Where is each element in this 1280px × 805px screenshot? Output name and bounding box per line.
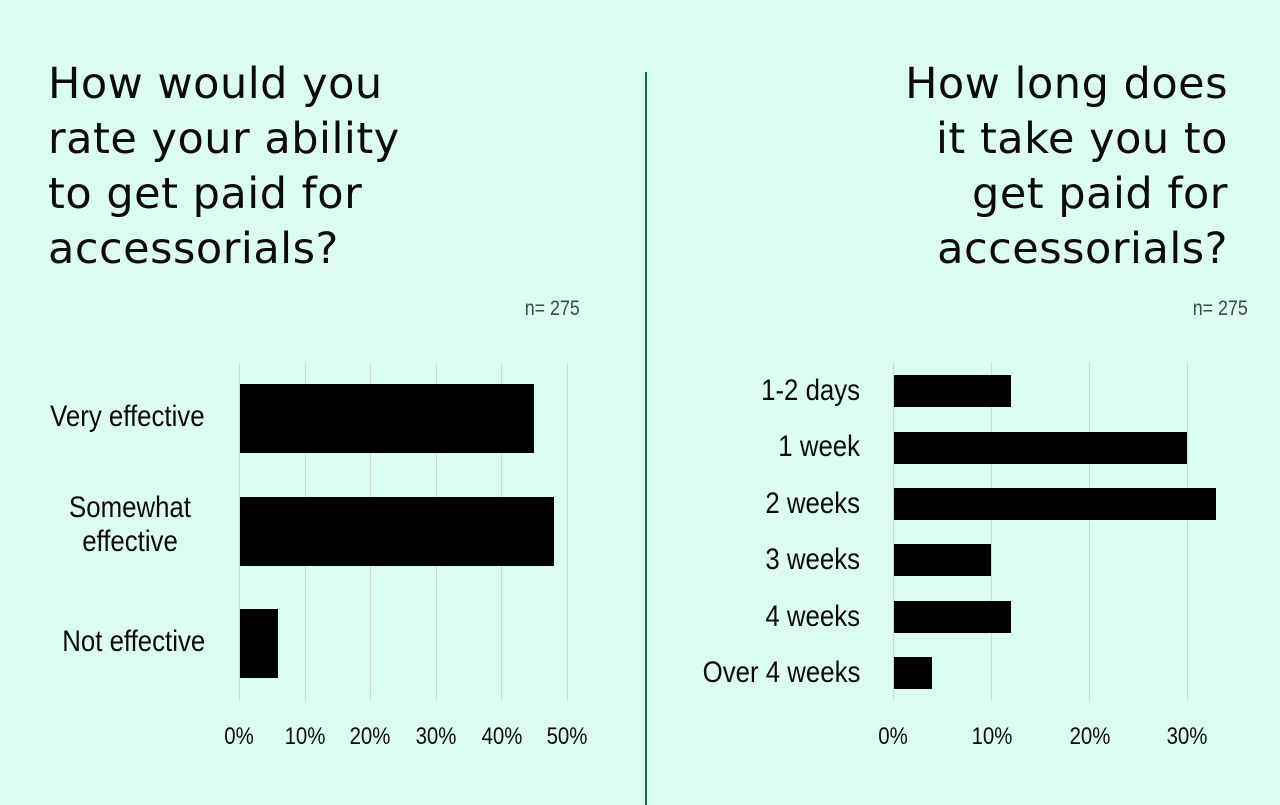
gridline	[991, 362, 992, 701]
right-title-line: it take you to	[935, 114, 1228, 164]
bar	[894, 488, 1217, 520]
right-category-label: 1-2 days	[761, 374, 860, 407]
left-tick-label: 20%	[349, 723, 391, 750]
gridline	[1187, 362, 1188, 701]
right-tick-label: 20%	[1069, 723, 1111, 750]
right-category-label: Over 4 weeks	[702, 656, 860, 689]
gridline	[567, 363, 568, 701]
left-sample-size: n= 275	[524, 297, 580, 320]
right-category-label: 3 weeks	[765, 543, 860, 576]
bar	[894, 544, 991, 576]
right-tick-label: 0%	[878, 723, 908, 750]
bar	[894, 375, 1011, 407]
left-category-label: Very effective	[50, 400, 205, 433]
left-tick-label: 30%	[415, 723, 457, 750]
left-category-label: Not effective	[62, 625, 205, 658]
left-category-label: Somewhat effective	[53, 491, 208, 559]
left-category-label-line: Somewhat	[69, 491, 191, 524]
right-category-label: 1 week	[778, 430, 860, 463]
right-title-line: get paid for	[972, 169, 1228, 219]
gridline	[1089, 362, 1090, 701]
right-category-label: 2 weeks	[765, 487, 860, 520]
left-title-line: How would you	[48, 59, 383, 109]
bar	[240, 384, 535, 453]
right-title-line: How long does	[905, 59, 1228, 109]
right-category-label: 4 weeks	[765, 600, 860, 633]
bar	[894, 657, 933, 689]
left-tick-label: 0%	[224, 723, 254, 750]
gridline	[893, 362, 894, 701]
left-title-line: to get paid for	[48, 169, 363, 219]
left-chart-title: How would you rate your ability to get p…	[48, 57, 400, 277]
bar	[240, 497, 554, 566]
left-title-line: accessorials?	[48, 224, 339, 274]
right-tick-label: 30%	[1166, 723, 1208, 750]
bar	[894, 601, 1011, 633]
panel-divider	[645, 72, 647, 805]
right-chart-title: How long does it take you to get paid fo…	[905, 57, 1228, 277]
left-tick-label: 50%	[546, 723, 588, 750]
bar	[240, 609, 279, 678]
right-title-line: accessorials?	[937, 224, 1228, 274]
left-tick-label: 40%	[481, 723, 523, 750]
gridline	[239, 363, 240, 701]
bar	[894, 432, 1187, 464]
left-category-label-line: effective	[82, 525, 178, 558]
right-tick-label: 10%	[971, 723, 1013, 750]
right-sample-size: n= 275	[1192, 297, 1248, 320]
left-tick-label: 10%	[284, 723, 326, 750]
left-title-line: rate your ability	[48, 114, 400, 164]
